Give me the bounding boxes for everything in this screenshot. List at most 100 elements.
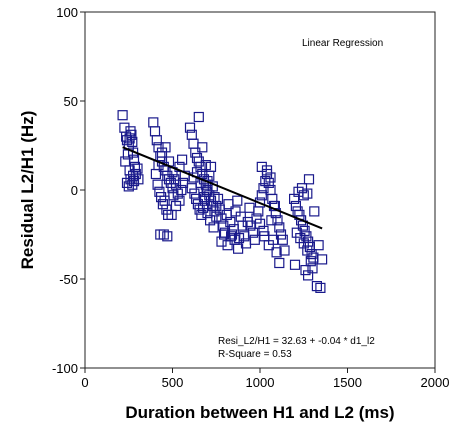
data-point (156, 192, 167, 203)
data-point (279, 245, 290, 256)
data-point (156, 147, 168, 158)
y-tick-label: -100 (52, 361, 78, 376)
data-point (263, 177, 274, 188)
data-point (265, 172, 276, 183)
x-axis-ticks: 0 500 1000 1500 2000 (81, 368, 449, 390)
data-point (295, 233, 306, 244)
data-point (300, 265, 311, 276)
data-point (266, 215, 277, 226)
data-point (254, 197, 266, 208)
data-point (269, 200, 280, 212)
data-point (121, 177, 133, 188)
data-point (289, 259, 301, 270)
data-point (189, 188, 200, 199)
data-point (307, 263, 318, 274)
data-point (254, 218, 266, 229)
x-tick-label: 2000 (421, 375, 450, 390)
data-point (302, 245, 313, 256)
data-point (296, 183, 308, 194)
plot-frame (84, 11, 436, 369)
data-point (193, 111, 204, 123)
data-point (301, 231, 312, 242)
data-point (152, 179, 163, 190)
data-point (205, 161, 217, 172)
data-point (194, 204, 205, 215)
data-point (208, 222, 219, 233)
data-point (258, 225, 269, 236)
data-point (247, 227, 259, 238)
data-point (123, 181, 134, 192)
data-point (154, 186, 165, 197)
data-point (233, 243, 244, 254)
data-point (161, 204, 172, 215)
data-point (275, 229, 287, 240)
data-point (160, 142, 171, 153)
data-point (124, 133, 135, 144)
data-point (193, 156, 204, 167)
data-point (202, 208, 213, 219)
data-point (291, 227, 302, 238)
data-point (130, 168, 141, 180)
data-point (261, 165, 273, 176)
x-tick-label: 500 (162, 375, 184, 390)
data-point (174, 195, 185, 206)
data-point (251, 213, 262, 224)
data-point (195, 161, 206, 172)
data-point (305, 256, 316, 267)
x-tick-label: 1500 (333, 375, 362, 390)
data-point (157, 199, 168, 210)
data-point (293, 186, 304, 197)
data-point (272, 215, 283, 226)
data-point (196, 209, 207, 220)
data-point (133, 174, 144, 185)
data-point (313, 240, 324, 251)
data-point (225, 216, 236, 228)
y-axis-ticks: -100 -50 0 50 100 (52, 5, 85, 376)
data-point (256, 161, 267, 172)
data-point (258, 183, 269, 194)
data-point (168, 190, 179, 201)
data-point (162, 170, 173, 181)
data-point (127, 136, 138, 147)
data-point (176, 184, 187, 196)
regression-equation: Resi_L2/H1 = 32.63 + -0.04 * d1_l2 (218, 336, 375, 347)
data-point (277, 234, 288, 245)
data-point (260, 176, 271, 187)
data-point (309, 206, 320, 217)
data-point (245, 220, 256, 231)
data-point (226, 229, 238, 240)
y-tick-label: 100 (56, 5, 78, 20)
data-point (198, 192, 210, 203)
regression-line (122, 146, 323, 230)
data-points (117, 110, 328, 293)
data-point (117, 110, 128, 121)
data-point (197, 142, 208, 153)
data-point (153, 160, 164, 171)
data-point (274, 257, 285, 269)
data-point (226, 231, 237, 242)
y-tick-label: 50 (64, 94, 78, 109)
data-point (128, 170, 139, 181)
x-axis-title: Duration between H1 and L2 (ms) (125, 403, 394, 422)
data-point (162, 231, 173, 242)
data-point (256, 190, 267, 201)
x-tick-label: 0 (81, 375, 88, 390)
data-point (315, 282, 326, 293)
data-point (296, 215, 307, 226)
data-point (151, 135, 162, 146)
data-point (237, 220, 248, 231)
data-point (186, 183, 197, 194)
data-point (216, 236, 227, 247)
data-point (274, 222, 285, 233)
data-point (267, 193, 278, 204)
data-point (125, 126, 136, 137)
data-point (232, 195, 243, 206)
y-tick-label: -50 (59, 272, 78, 287)
data-point (205, 215, 216, 226)
data-point (124, 165, 135, 176)
data-point (126, 129, 137, 140)
data-point (212, 193, 224, 204)
data-point (184, 122, 196, 133)
data-point (200, 160, 211, 171)
